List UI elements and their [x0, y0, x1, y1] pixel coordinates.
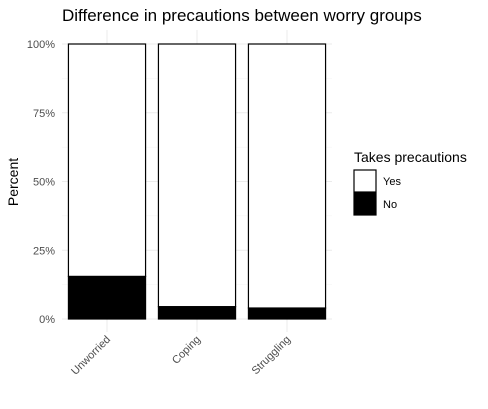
y-tick-label: 25%	[33, 245, 55, 257]
bar-no-unworried	[67, 275, 147, 320]
y-tick-labels: 0% 25% 50% 75% 100%	[27, 39, 55, 326]
legend-key-no	[353, 192, 377, 216]
y-tick-label: 75%	[33, 108, 55, 120]
bar-yes-struggling	[247, 43, 327, 309]
legend-items: Yes No	[353, 169, 401, 216]
y-tick-label: 0%	[39, 314, 55, 326]
legend-title: Takes precautions	[354, 149, 467, 165]
legend-key-yes	[353, 169, 377, 193]
x-tick-label: Struggling	[250, 334, 294, 378]
bar-no-coping	[157, 306, 237, 320]
x-tick-labels: Unworried Coping Struggling	[69, 334, 293, 378]
bar-yes-coping	[157, 43, 237, 308]
legend-label-yes: Yes	[383, 176, 401, 188]
x-tick-label: Coping	[170, 334, 203, 367]
bars	[67, 43, 327, 320]
chart-title: Difference in precautions between worry …	[62, 6, 422, 25]
bar-no-struggling	[247, 307, 327, 320]
legend-label-no: No	[383, 199, 397, 211]
bar-yes-unworried	[67, 43, 147, 277]
legend: Takes precautions Yes No	[353, 149, 467, 216]
x-tick-label: Unworried	[69, 334, 113, 378]
y-tick-label: 50%	[33, 177, 55, 189]
y-tick-label: 100%	[27, 39, 55, 51]
y-axis-title: Percent	[5, 158, 21, 206]
